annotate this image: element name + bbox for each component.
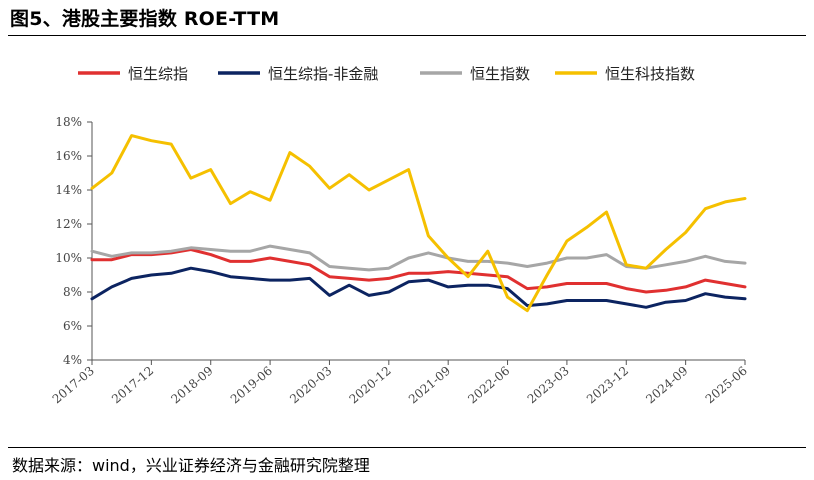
legend-label: 恒生指数 — [470, 65, 530, 83]
y-tick-label: 10% — [55, 251, 82, 265]
x-tick-label: 2022-06 — [465, 364, 512, 407]
x-tick-label: 2017-03 — [50, 364, 97, 407]
y-tick-label: 6% — [63, 319, 82, 333]
bottom-rule — [8, 447, 806, 448]
series-line-恒生综指 — [90, 248, 747, 294]
x-tick-label: 2020-03 — [287, 364, 334, 407]
y-tick-label: 8% — [63, 285, 82, 299]
x-tick-label: 2020-12 — [347, 364, 394, 407]
roe-line-chart: 恒生综指 恒生综指-非金融 恒生指数 恒生科技指数 4% 6% 8% 10% 12% 14% 16… — [50, 65, 750, 406]
x-tick-label: 2018-09 — [168, 364, 215, 407]
x-tick-label: 2023-03 — [525, 364, 572, 407]
legend-label: 恒生综指-非金融 — [268, 65, 378, 83]
y-tick-label: 4% — [63, 353, 82, 367]
x-tick-label: 2024-09 — [643, 364, 690, 407]
y-tick-label: 14% — [55, 183, 82, 197]
top-rule — [8, 35, 806, 36]
page-title: 图5、港股主要指数 ROE-TTM — [10, 8, 280, 30]
data-source-note: 数据来源：wind，兴业证券经济与金融研究院整理 — [12, 456, 370, 475]
x-tick-label: 2017-12 — [109, 364, 156, 407]
chart-legend: 恒生综指 恒生综指-非金融 恒生指数 恒生科技指数 — [78, 65, 695, 83]
x-tick-label: 2019-06 — [228, 364, 275, 407]
chart-series — [90, 134, 747, 313]
series-line-恒生综指-非金融 — [90, 266, 747, 309]
legend-label: 恒生综指 — [128, 65, 188, 83]
y-tick-label: 16% — [55, 149, 82, 163]
x-tick-label: 2023-12 — [584, 364, 631, 407]
legend-label: 恒生科技指数 — [605, 65, 695, 83]
y-tick-label: 12% — [55, 217, 82, 231]
x-tick-label: 2021-09 — [406, 364, 453, 407]
chart-axes: 4% 6% 8% 10% 12% 14% 16% 18% 2017-03 2017-12 2018-… — [50, 115, 750, 406]
y-tick-label: 18% — [55, 115, 82, 129]
series-line-恒生科技指数 — [90, 134, 747, 313]
x-tick-label: 2025-06 — [703, 364, 750, 407]
